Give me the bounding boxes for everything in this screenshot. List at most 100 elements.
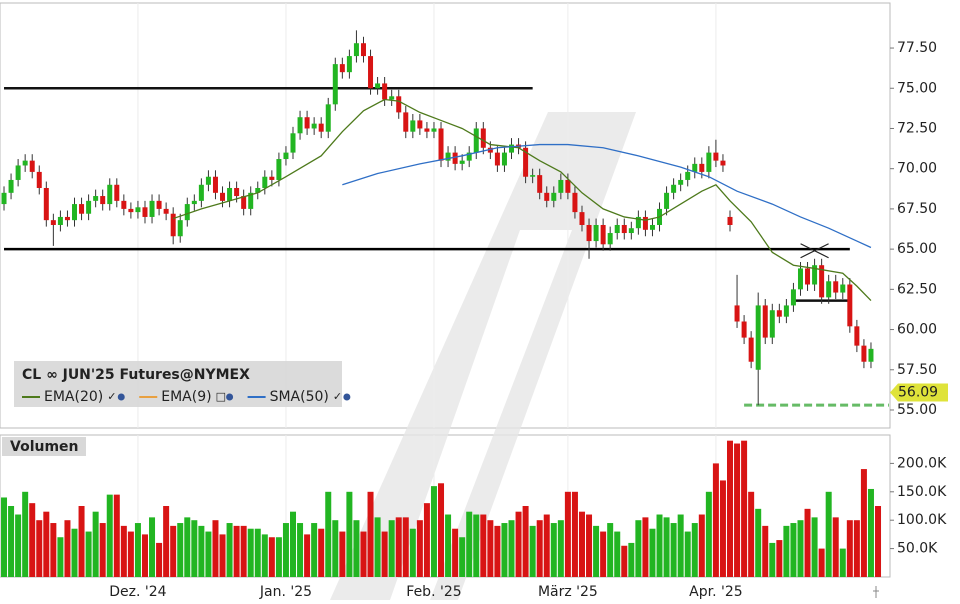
volume-bar: [698, 514, 705, 577]
legend-toggle[interactable]: [226, 393, 234, 401]
volume-bar: [508, 520, 515, 577]
candle-body: [353, 43, 359, 57]
candle-body: [410, 120, 416, 132]
candle-body: [332, 64, 338, 105]
y-tick-label: 57.50: [897, 362, 937, 378]
volume-bar: [22, 491, 29, 577]
candle-body: [417, 120, 423, 129]
candle-body: [107, 184, 113, 205]
volume-bar: [43, 511, 50, 577]
candle-body: [248, 192, 254, 209]
volume-bar: [811, 517, 818, 577]
volume-bar: [642, 517, 649, 577]
volume-bar: [790, 523, 797, 577]
scroll-marker[interactable]: [873, 586, 879, 598]
candle-body: [727, 216, 733, 225]
volume-bar: [85, 531, 92, 577]
volume-bar: [494, 525, 501, 577]
volume-bar: [50, 523, 57, 577]
volume-bar: [247, 528, 254, 577]
candle-body: [664, 192, 670, 209]
legend-toggle[interactable]: [117, 393, 125, 401]
candle-body: [346, 56, 352, 73]
volume-bar: [402, 517, 409, 577]
volume-title: Volumen: [10, 439, 79, 455]
candle-body: [311, 123, 317, 129]
candle-body: [748, 337, 754, 362]
volume-bar: [15, 514, 22, 577]
volume-bar: [571, 491, 578, 577]
candle-body: [706, 152, 712, 172]
volume-bar: [480, 514, 487, 577]
volume-bar: [170, 525, 177, 577]
volume-bar: [748, 491, 755, 577]
volume-bar: [684, 531, 691, 577]
volume-bar: [452, 528, 459, 577]
volume-bar: [29, 503, 36, 577]
volume-bar: [395, 517, 402, 577]
y-tick-label: 62.50: [897, 281, 937, 297]
candle-body: [790, 289, 796, 306]
candle-body: [304, 117, 310, 129]
candle-body: [57, 216, 63, 225]
y-tick-label: 75.00: [897, 80, 937, 96]
volume-bar: [261, 534, 268, 577]
candle-body: [142, 207, 148, 217]
volume-bar: [543, 514, 550, 577]
volume-bar: [501, 523, 508, 577]
volume-bar: [769, 542, 776, 577]
candle-body: [255, 187, 261, 193]
candle-body: [452, 152, 458, 164]
volume-bar: [177, 523, 184, 577]
volume-bar: [867, 488, 874, 577]
candle-body: [523, 147, 529, 177]
candle-body: [509, 144, 515, 153]
volume-bar: [734, 443, 741, 577]
candle-body: [360, 43, 366, 57]
volume-bar: [445, 514, 452, 577]
legend-toggle[interactable]: [343, 393, 351, 401]
volume-bar: [670, 523, 677, 577]
candle-body: [720, 160, 726, 166]
volume-bar: [635, 520, 642, 577]
candle-body: [234, 187, 240, 197]
candle-body: [339, 64, 345, 73]
volume-title-box: [2, 437, 86, 456]
candle-body: [826, 281, 832, 298]
candle-body: [487, 147, 493, 153]
legend-check: ✓: [107, 390, 116, 403]
last-price-box: [890, 383, 948, 402]
candle-body: [713, 152, 719, 161]
candle-body: [600, 224, 606, 245]
y-tick-label: 50.0K: [897, 541, 938, 557]
candle-body: [15, 165, 21, 180]
volume-bar: [113, 494, 120, 577]
candle-body: [205, 176, 211, 185]
candle-body: [368, 56, 374, 89]
candle-body: [685, 171, 691, 180]
volume-bar: [825, 491, 832, 577]
candle-body: [29, 160, 35, 172]
volume-bar: [557, 520, 564, 577]
volume-bar: [649, 528, 656, 577]
candle-body: [227, 187, 233, 201]
x-tick-label: Apr. '25: [689, 584, 743, 600]
candle-body: [805, 268, 811, 285]
candle-body: [537, 175, 543, 193]
indicator-line: [342, 143, 872, 249]
candle-body: [241, 196, 247, 209]
candle-body: [868, 348, 874, 362]
volume-bar: [614, 531, 621, 577]
volume-bar: [360, 531, 367, 577]
volume-bar: [325, 491, 332, 577]
candle-body: [642, 216, 648, 230]
volume-bar: [381, 531, 388, 577]
volume-bar: [550, 523, 557, 577]
volume-bar: [332, 520, 339, 577]
volume-bar: [240, 525, 247, 577]
y-tick-label: 60.00: [897, 322, 937, 338]
volume-bar: [487, 520, 494, 577]
candle-body: [403, 112, 409, 132]
candle-body: [290, 133, 296, 153]
